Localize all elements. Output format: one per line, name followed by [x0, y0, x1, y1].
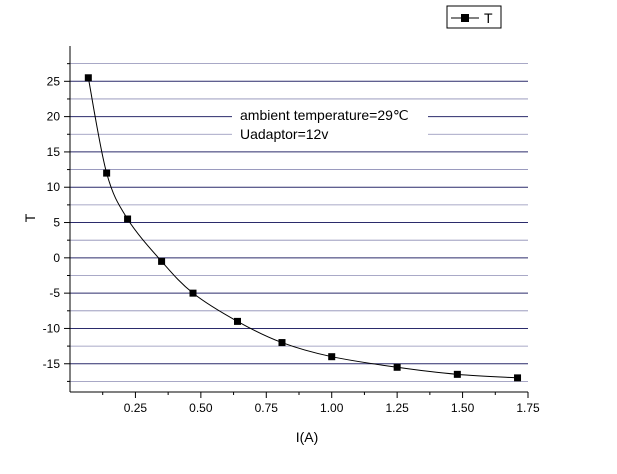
data-point [103, 169, 111, 177]
legend: T [446, 5, 502, 29]
data-point [393, 363, 401, 371]
legend-marker [461, 14, 469, 22]
data-point [233, 317, 241, 325]
annotation-line-1: ambient temperature=29℃ [240, 107, 409, 123]
legend-label: T [484, 10, 493, 26]
data-point [124, 215, 132, 223]
legend-box [446, 5, 502, 29]
x-tick-label: 1.50 [451, 401, 475, 415]
data-point [453, 370, 461, 378]
data-point [189, 289, 197, 297]
data-point [158, 257, 166, 265]
y-tick-label: -15 [43, 357, 61, 371]
annotation-box: ambient temperature=29℃ Uadaptor=12v [232, 100, 428, 144]
series-T [84, 74, 522, 382]
annotation-background [232, 100, 428, 144]
y-tick-label: -10 [43, 321, 61, 335]
x-axis-label: I(A) [296, 429, 319, 445]
y-tick-label: 15 [47, 145, 61, 159]
y-tick-label: 5 [53, 216, 60, 230]
y-tick-label: -5 [49, 286, 60, 300]
annotation-line-2: Uadaptor=12v [240, 126, 328, 142]
data-point [328, 353, 336, 361]
x-tick-label: 1.75 [516, 401, 540, 415]
data-point [84, 74, 92, 82]
data-point [514, 374, 522, 382]
x-tick-label: 1.25 [385, 401, 409, 415]
y-tick-label: 0 [53, 251, 60, 265]
y-tick-label: 10 [47, 180, 61, 194]
grid-lines [70, 63, 528, 382]
data-point [278, 339, 286, 347]
x-tick-label: 0.25 [124, 401, 148, 415]
y-tick-label: 25 [47, 74, 61, 88]
axes [64, 46, 529, 398]
y-axis-label: T [22, 213, 38, 222]
y-tick-label: 20 [47, 110, 61, 124]
x-tick-label: 0.75 [255, 401, 279, 415]
x-tick-label: 0.50 [189, 401, 213, 415]
tick-labels: 25 20 15 10 5 0 -5 -10 -15 0.25 0.50 0.75 1.00 1.25 1.… [43, 74, 540, 415]
x-tick-label: 1.00 [320, 401, 344, 415]
